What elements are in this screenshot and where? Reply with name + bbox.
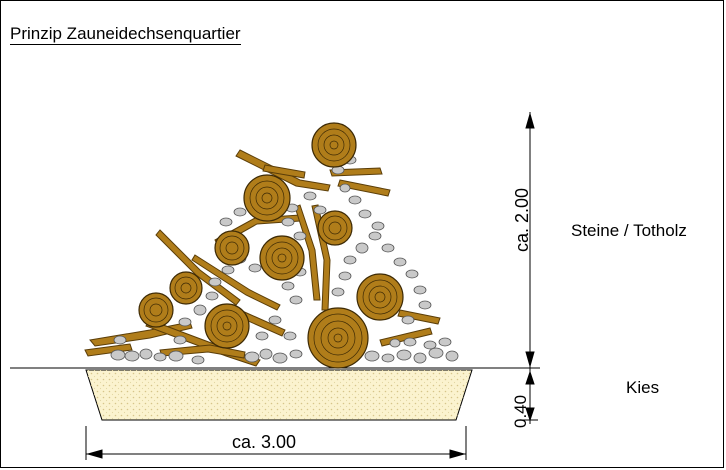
dimension-width-label: ca. 3.00 [232, 432, 297, 452]
label-stones-deadwood: Steine / Totholz [571, 221, 687, 240]
height-dimension [522, 112, 538, 424]
dimension-depth-label: 0.40 [511, 394, 530, 428]
dimension-height-label: ca. 2.00 [512, 187, 532, 252]
width-dimension [85, 426, 467, 460]
log-rings [143, 128, 398, 363]
label-gravel: Kies [626, 378, 660, 397]
diagram-title: Prinzip Zauneidechsenquartier [10, 24, 241, 45]
deadwood-branches [84, 149, 441, 367]
gravel-texture [86, 370, 472, 420]
